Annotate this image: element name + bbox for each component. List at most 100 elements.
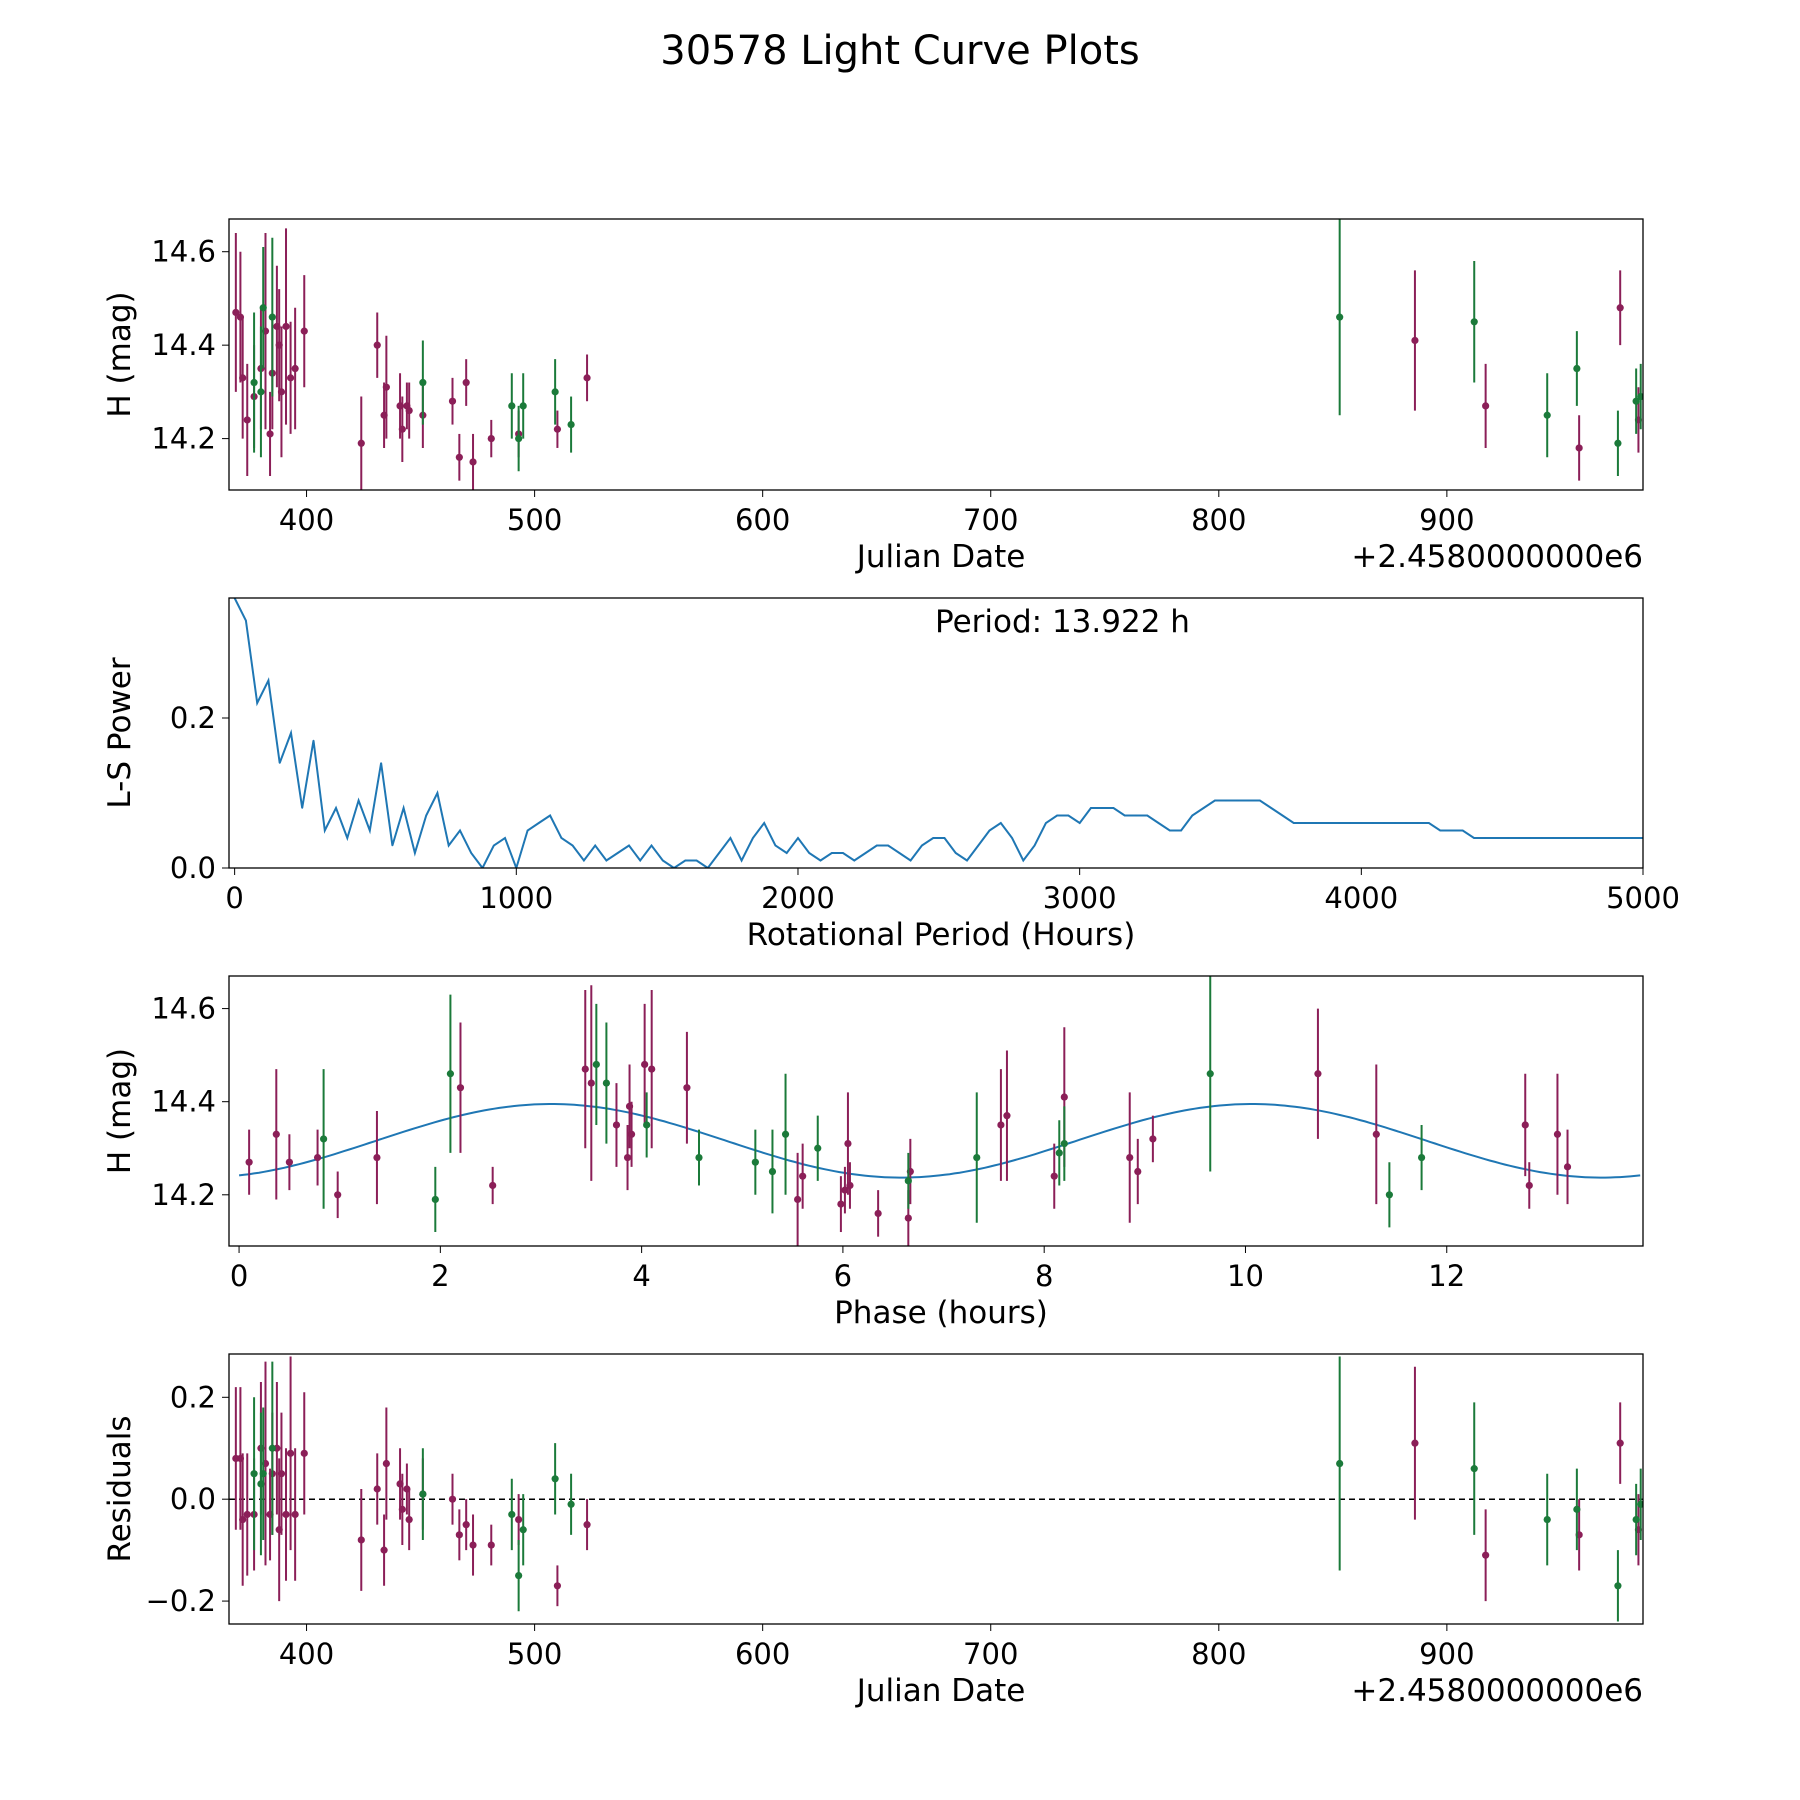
- green-data-point: [1336, 313, 1344, 321]
- periodogram-point: [1135, 814, 1137, 817]
- magenta-data-point: [291, 1510, 299, 1519]
- y-tick-label: 0.0: [170, 851, 216, 885]
- green-data-point: [1632, 1515, 1640, 1524]
- periodogram-point: [943, 837, 946, 839]
- green-data-point: [519, 1526, 527, 1534]
- magenta-data-point: [844, 1139, 852, 1148]
- periodogram-point: [1360, 822, 1363, 824]
- periodogram-point: [1630, 837, 1633, 839]
- periodogram-point: [425, 814, 427, 817]
- magenta-data-point: [583, 374, 591, 382]
- periodogram-point: [1518, 837, 1520, 839]
- magenta-data-point: [245, 1158, 253, 1166]
- x-tick-label: 600: [735, 503, 790, 537]
- green-data-point: [268, 313, 276, 321]
- magenta-data-point: [1482, 1551, 1490, 1559]
- periodogram-point: [1214, 799, 1216, 802]
- periodogram-point: [864, 852, 867, 854]
- periodogram-point: [1506, 837, 1509, 839]
- periodogram-point: [1574, 837, 1577, 839]
- periodogram-point: [278, 762, 281, 764]
- periodogram-point: [1157, 822, 1160, 824]
- periodogram-point: [245, 619, 247, 622]
- magenta-data-point: [373, 1153, 381, 1162]
- periodogram-panel: 0 1000 2000 3000 4000 5000 0.0 0.2 Rotational Pe…: [102, 597, 1680, 953]
- periodogram-point: [718, 852, 720, 854]
- magenta-data-point: [997, 1121, 1005, 1129]
- magenta-data-point: [291, 364, 299, 373]
- x-tick-label: 600: [735, 1637, 790, 1671]
- green-data-point: [431, 1195, 439, 1204]
- green-data-point: [1637, 1500, 1643, 1508]
- periodogram-point: [1552, 837, 1554, 839]
- x-tick-label: 1000: [479, 881, 553, 915]
- periodogram-point: [1495, 837, 1498, 839]
- periodogram-point: [357, 799, 360, 802]
- periodogram-point: [459, 829, 461, 832]
- magenta-data-point: [648, 1065, 656, 1073]
- light-curve-panel: 400 500 600 700 800 900 14.2 14.4 14.6 Julian Dat…: [102, 218, 1644, 575]
- x-tick-label: 4: [632, 1259, 650, 1293]
- green-data-point: [508, 402, 516, 410]
- periodogram-point: [1315, 822, 1318, 824]
- magenta-data-point: [799, 1172, 807, 1180]
- green-data-point: [259, 304, 267, 312]
- magenta-data-point: [612, 1121, 621, 1129]
- green-data-point: [268, 1444, 276, 1452]
- x-tick-label: 5000: [1606, 881, 1680, 915]
- periodogram-point: [1180, 829, 1182, 832]
- magenta-data-point: [553, 1582, 562, 1590]
- green-data-point: [1336, 1459, 1344, 1468]
- green-data-point: [551, 388, 559, 396]
- green-data-point: [519, 402, 527, 410]
- magenta-data-point: [1126, 1153, 1134, 1162]
- magenta-data-point: [243, 416, 251, 424]
- magenta-data-point: [553, 425, 562, 433]
- magenta-data-point: [515, 1515, 523, 1524]
- magenta-data-point: [380, 1546, 388, 1554]
- magenta-data-point: [1563, 1163, 1572, 1171]
- periodogram-point: [1067, 814, 1070, 817]
- x-tick-label: 800: [1191, 1637, 1246, 1671]
- x-axis-label: Julian Date: [855, 1673, 1026, 1709]
- magenta-data-point: [334, 1191, 342, 1199]
- periodogram-point: [1416, 822, 1419, 824]
- light-curve-axes-frame: [228, 218, 1644, 491]
- periodogram-point: [1112, 807, 1115, 809]
- magenta-data-point: [583, 1521, 591, 1529]
- magenta-data-point: [1134, 1167, 1142, 1176]
- green-data-point: [904, 1177, 912, 1185]
- periodogram-point: [1056, 814, 1058, 817]
- periodogram-point: [1247, 799, 1250, 802]
- magenta-data-point: [1482, 402, 1490, 410]
- periodogram-point: [301, 807, 304, 809]
- magenta-data-point: [456, 1084, 465, 1092]
- green-data-point: [419, 378, 427, 387]
- periodogram-point: [312, 739, 315, 742]
- periodogram-point: [1563, 837, 1565, 839]
- periodogram-point: [785, 852, 788, 854]
- magenta-data-point: [373, 1485, 381, 1493]
- periodogram-point: [1011, 837, 1013, 839]
- x-tick-label: 3000: [1043, 881, 1117, 915]
- periodogram-point: [470, 852, 473, 854]
- magenta-data-point: [469, 1541, 477, 1549]
- magenta-data-point: [904, 1214, 912, 1222]
- magenta-data-point: [266, 430, 274, 438]
- green-data-point: [1206, 1070, 1214, 1078]
- periodogram-point: [1337, 822, 1340, 824]
- periodogram-point: [1597, 837, 1599, 839]
- periodogram-point: [414, 852, 416, 854]
- magenta-data-point: [1149, 1135, 1157, 1143]
- green-data-point: [1543, 1515, 1551, 1524]
- magenta-data-point: [448, 397, 457, 405]
- magenta-data-point: [841, 1186, 849, 1194]
- magenta-data-point: [846, 1181, 854, 1190]
- magenta-data-point: [448, 1495, 457, 1503]
- x-offset-text: +2.4580000000e6: [1351, 539, 1643, 575]
- magenta-data-point: [300, 327, 308, 335]
- periodogram-point: [1146, 814, 1149, 817]
- x-axis-label: Rotational Period (Hours): [747, 917, 1136, 953]
- periodogram-point: [290, 732, 292, 734]
